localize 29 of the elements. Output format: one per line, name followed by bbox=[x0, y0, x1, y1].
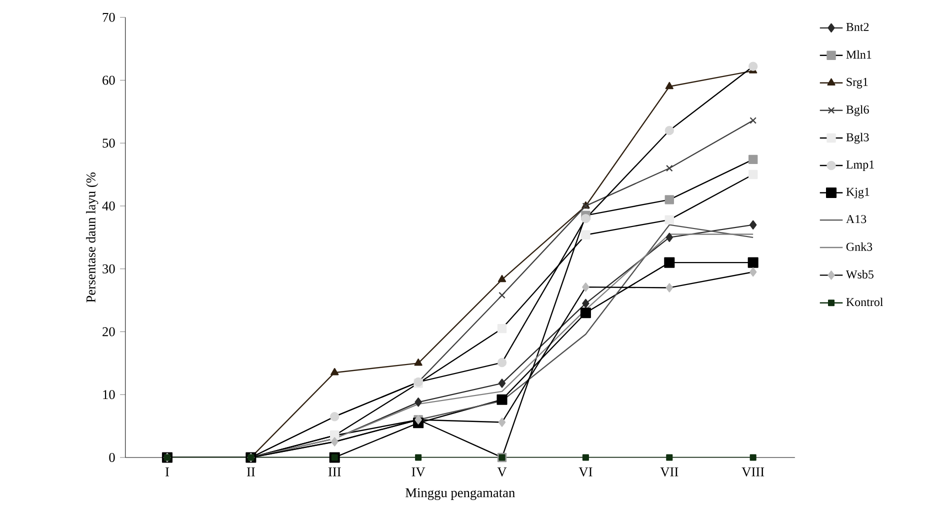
legend-label: Bgl6 bbox=[846, 105, 869, 116]
y-tick-label: 60 bbox=[102, 76, 115, 85]
y-tick-label: 30 bbox=[102, 264, 115, 274]
legend-label: Bnt2 bbox=[846, 22, 869, 31]
legend-label: Kjg1 bbox=[846, 188, 870, 198]
x-tick-label: I bbox=[165, 467, 169, 476]
legend-label: Bgl3 bbox=[846, 132, 869, 144]
x-tick-label: VII bbox=[660, 467, 678, 476]
y-tick-label: 10 bbox=[103, 390, 115, 400]
legend-label: Lmp1 bbox=[846, 160, 874, 171]
legend-label: Gnk3 bbox=[846, 242, 872, 251]
y-tick-label: 70 bbox=[102, 12, 115, 22]
legend-label: Mln1 bbox=[846, 50, 872, 58]
legend-label: Wsb5 bbox=[846, 270, 874, 278]
x-tick-label: II bbox=[246, 467, 255, 476]
legend-label: Kontrol bbox=[846, 298, 884, 306]
x-axis-title: Minggu pengamatan bbox=[406, 488, 515, 500]
y-axis-title: Persentase daun layu (% bbox=[86, 172, 98, 302]
y-tick-label: 0 bbox=[109, 452, 115, 462]
legend-label: Srg1 bbox=[846, 78, 868, 88]
x-tick-label: III bbox=[328, 467, 341, 476]
x-tick-label: IV bbox=[412, 467, 426, 476]
y-tick-label: 40 bbox=[102, 201, 115, 210]
x-tick-label: VI bbox=[578, 467, 592, 476]
x-tick-label: V bbox=[497, 467, 507, 476]
y-tick-label: 20 bbox=[102, 327, 115, 336]
x-tick-label: VIII bbox=[742, 467, 764, 476]
legend-label: A13 bbox=[846, 215, 866, 224]
y-tick-label: 50 bbox=[102, 138, 115, 148]
